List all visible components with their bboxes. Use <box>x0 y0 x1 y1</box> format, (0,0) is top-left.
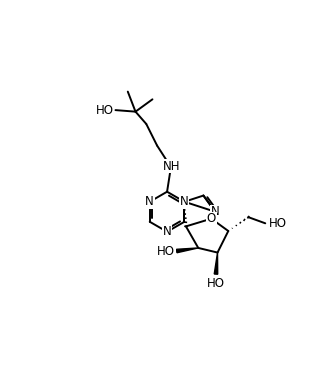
Text: N: N <box>180 195 189 208</box>
Text: HO: HO <box>96 104 114 117</box>
Text: HO: HO <box>269 217 287 230</box>
Polygon shape <box>177 248 198 253</box>
Polygon shape <box>214 253 218 274</box>
Text: HO: HO <box>207 277 225 290</box>
Text: N: N <box>211 205 219 218</box>
Text: N: N <box>163 225 171 238</box>
Text: HO: HO <box>157 244 175 258</box>
Text: O: O <box>207 212 216 225</box>
Text: NH: NH <box>163 160 180 173</box>
Text: N: N <box>145 195 154 208</box>
